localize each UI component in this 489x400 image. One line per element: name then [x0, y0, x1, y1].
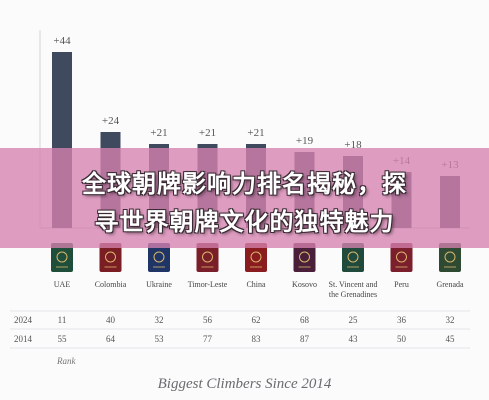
table-cell: 64: [106, 334, 116, 344]
table-cell: 50: [397, 334, 407, 344]
table-cell: 36: [397, 315, 407, 325]
passport-icon: [390, 243, 413, 272]
table-caption: Rank: [57, 356, 76, 366]
table-cell: 77: [203, 334, 213, 344]
passport-icon: [342, 243, 364, 272]
passport-icon: [51, 243, 73, 272]
passport-icon: [148, 243, 170, 272]
table-cell: 45: [446, 334, 456, 344]
table-row-label-2024: 2024: [14, 315, 33, 325]
passport-emblem-icon: [347, 251, 359, 263]
passport-icon: [245, 243, 267, 272]
table-cell: 32: [155, 315, 164, 325]
table-cell: 11: [58, 315, 67, 325]
overlay-title-line-2: 寻世界朝牌文化的独特魅力: [94, 208, 395, 236]
data-label-3: +21: [150, 127, 167, 139]
category-label-4: Timor-Leste: [188, 280, 228, 289]
table-cell: 25: [349, 315, 359, 325]
category-label-2: Colombia: [95, 280, 127, 289]
passport-icon: [196, 243, 219, 272]
category-label-1: UAE: [54, 280, 71, 289]
table-cell: 53: [155, 334, 165, 344]
data-label-2: +24: [102, 115, 120, 127]
overlay-title-line-1: 全球朝牌影响力排名揭秘，探: [82, 170, 407, 198]
passport-emblem-icon: [56, 251, 68, 263]
category-label-5: China: [246, 280, 266, 289]
table-cell: 87: [300, 334, 310, 344]
passport-emblem-icon: [299, 251, 310, 263]
data-label-5: +21: [247, 127, 264, 139]
table-cell: 43: [349, 334, 359, 344]
passport-icon: [439, 243, 461, 272]
table-cell: 62: [252, 315, 261, 325]
table-row-label-2014: 2014: [14, 334, 33, 344]
data-label-4: +21: [199, 127, 216, 139]
passport-icon: [293, 243, 316, 272]
data-label-1: +44: [53, 35, 71, 47]
passport-emblem-icon: [153, 251, 165, 263]
category-label-8: Peru: [394, 280, 409, 289]
category-label-7: St. Vincent and the Grenadines: [329, 280, 378, 299]
category-label-3: Ukraine: [146, 280, 172, 289]
data-label-6: +19: [296, 135, 314, 147]
category-label-6: Kosovo: [292, 280, 317, 289]
table-cell: 40: [106, 315, 116, 325]
passport-emblem-icon: [105, 251, 116, 263]
overlay-banner: 全球朝牌影响力排名揭秘，探 寻世界朝牌文化的独特魅力: [0, 148, 489, 248]
table-cell: 68: [300, 315, 310, 325]
table-cell: 56: [203, 315, 213, 325]
table-cell: 55: [58, 334, 68, 344]
passport-emblem-icon: [202, 251, 213, 263]
passport-emblem-icon: [444, 251, 456, 263]
category-label-9: Grenada: [436, 280, 464, 289]
passport-icon: [99, 243, 122, 272]
table-cell: 32: [446, 315, 455, 325]
passport-emblem-icon: [396, 251, 407, 263]
chart-title: Biggest Climbers Since 2014: [157, 376, 332, 392]
table-cell: 83: [252, 334, 262, 344]
passport-emblem-icon: [250, 251, 262, 263]
